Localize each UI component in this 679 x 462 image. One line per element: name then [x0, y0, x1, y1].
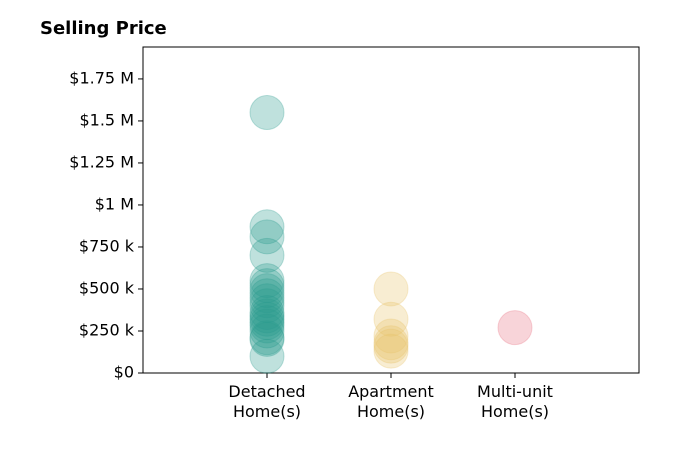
y-tick-label: $0: [114, 363, 134, 382]
y-tick-label: $250 k: [79, 320, 135, 339]
x-tick-label: Apartment Home(s): [348, 382, 434, 421]
point: [249, 298, 285, 334]
point: [373, 333, 409, 369]
point: [249, 288, 285, 324]
y-tick-label: $1.25 M: [69, 152, 134, 171]
point: [249, 301, 285, 337]
point: [249, 237, 285, 273]
chart-title: Selling Price: [40, 18, 167, 39]
point: [249, 219, 285, 255]
x-tick-label: Multi-unit Home(s): [477, 382, 553, 421]
y-tick-label: $1.5 M: [79, 110, 134, 129]
point: [249, 313, 285, 349]
point: [249, 305, 285, 341]
point: [249, 268, 285, 304]
point: [249, 338, 285, 374]
point: [249, 320, 285, 356]
point: [497, 310, 533, 346]
y-tick-label: $500 k: [79, 278, 135, 297]
y-tick-label: $1 M: [95, 194, 134, 213]
point: [249, 273, 285, 309]
y-tick-label: $1.75 M: [69, 68, 134, 87]
point: [249, 263, 285, 299]
point: [373, 325, 409, 361]
point: [249, 209, 285, 245]
point: [373, 301, 409, 337]
y-tick-label: $750 k: [79, 236, 135, 255]
point: [249, 321, 285, 357]
point: [249, 295, 285, 331]
point: [373, 318, 409, 354]
point: [249, 308, 285, 344]
point: [249, 278, 285, 314]
point: [373, 328, 409, 364]
point: [249, 283, 285, 319]
x-tick-label: Detached Home(s): [228, 382, 306, 421]
point: [373, 271, 409, 307]
point: [249, 95, 285, 131]
